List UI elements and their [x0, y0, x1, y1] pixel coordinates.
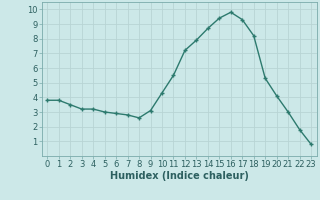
X-axis label: Humidex (Indice chaleur): Humidex (Indice chaleur)	[110, 171, 249, 181]
